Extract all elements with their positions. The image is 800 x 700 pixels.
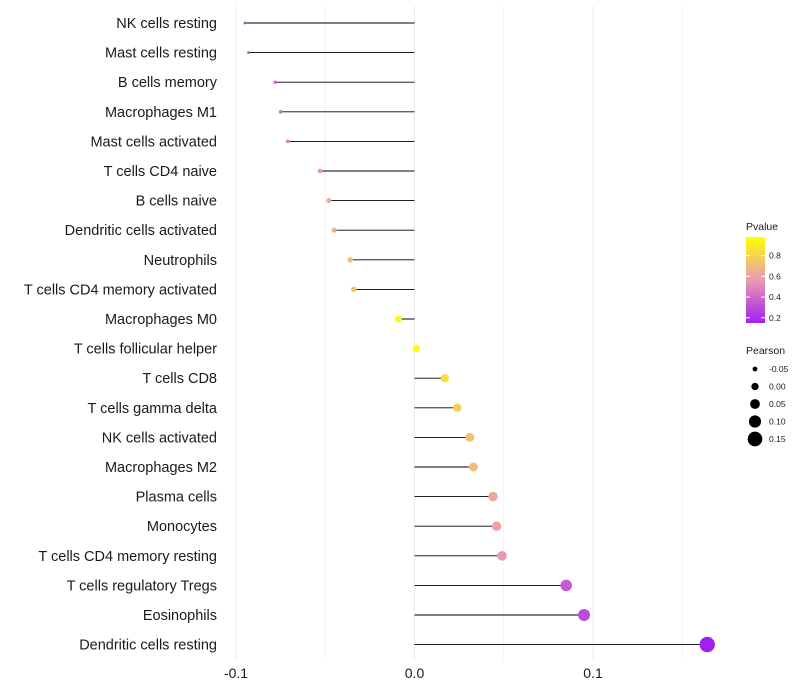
category-label: T cells regulatory Tregs xyxy=(67,578,217,594)
category-label: T cells CD8 xyxy=(142,371,217,387)
size-legend-title: Pearson xyxy=(746,345,785,357)
size-legend-dot xyxy=(752,366,758,372)
legend: Pvalue 0.8 0.6 0.4 0.2 Pearson -0.05 0.00 0.0… xyxy=(746,221,789,447)
x-tick-label: 0.0 xyxy=(405,665,425,681)
lollipop-dot xyxy=(317,168,323,174)
color-tick-label: 0.2 xyxy=(769,313,781,323)
size-legend-label: 0.05 xyxy=(769,399,786,409)
category-label: T cells CD4 naive xyxy=(104,164,217,180)
category-label: Eosinophils xyxy=(143,608,217,624)
category-label: B cells naive xyxy=(136,194,217,210)
lollipop-dot xyxy=(578,609,591,621)
color-legend-ticks: 0.8 0.6 0.4 0.2 xyxy=(746,251,781,323)
lollipop-stems xyxy=(244,22,708,646)
color-legend-title: Pvalue xyxy=(746,221,778,233)
lollipop-dots xyxy=(243,21,715,653)
x-tick-label: 0.1 xyxy=(583,665,603,681)
category-label: Monocytes xyxy=(147,519,217,535)
size-legend-label: 0.00 xyxy=(769,382,786,392)
lollipop-dot xyxy=(243,21,247,25)
lollipop-dot xyxy=(350,286,357,293)
size-legend-label: 0.10 xyxy=(769,417,786,427)
category-label: T cells CD4 memory activated xyxy=(24,282,217,298)
category-labels: NK cells resting Mast cells resting B cell… xyxy=(24,16,218,654)
lollipop-dot xyxy=(278,109,283,114)
category-label: Macrophages M1 xyxy=(105,105,217,121)
category-label: T cells follicular helper xyxy=(74,342,217,358)
category-label: Dendritic cells resting xyxy=(79,638,217,654)
category-label: B cells memory xyxy=(118,75,218,91)
color-legend-bar xyxy=(746,237,765,323)
category-label: Mast cells resting xyxy=(105,46,217,62)
category-label: Neutrophils xyxy=(144,253,217,269)
lollipop-dot xyxy=(412,344,420,353)
color-tick-label: 0.4 xyxy=(769,292,781,302)
size-legend-items: -0.05 0.00 0.05 0.10 0.15 xyxy=(747,364,789,447)
lollipop-dot xyxy=(699,636,715,653)
lollipop-dot xyxy=(326,198,332,204)
color-tick-label: 0.8 xyxy=(769,251,781,261)
category-label: NK cells resting xyxy=(116,16,217,32)
lollipop-dot xyxy=(440,374,449,383)
lollipop-dot xyxy=(347,257,354,263)
size-legend-dot xyxy=(750,399,760,409)
lollipop-dot xyxy=(491,521,502,531)
lollipop-dot xyxy=(331,227,337,233)
category-label: T cells gamma delta xyxy=(88,401,218,417)
size-legend-dot xyxy=(748,415,762,428)
category-label: Mast cells activated xyxy=(90,134,217,150)
size-legend-label: 0.15 xyxy=(769,434,786,444)
lollipop-dot xyxy=(468,462,478,472)
lollipop-dot xyxy=(488,491,498,502)
lollipop-dot xyxy=(285,139,290,144)
size-legend-label: -0.05 xyxy=(769,364,789,374)
category-label: Plasma cells xyxy=(136,490,217,506)
category-label: Macrophages M0 xyxy=(105,312,217,328)
lollipop-dot xyxy=(273,80,278,84)
grid-lines xyxy=(235,6,683,660)
category-label: NK cells activated xyxy=(102,430,217,446)
category-label: T cells CD4 memory resting xyxy=(38,549,217,565)
lollipop-dot xyxy=(395,315,402,323)
size-legend-dot xyxy=(747,431,763,447)
x-tick-label: -0.1 xyxy=(224,665,248,681)
lollipop-dot xyxy=(497,550,507,561)
x-axis-ticks: -0.1 0.0 0.1 xyxy=(224,665,603,681)
lollipop-dot xyxy=(247,51,250,54)
color-tick-label: 0.6 xyxy=(769,271,781,281)
lollipop-dot xyxy=(560,579,572,592)
size-legend-dot xyxy=(751,382,759,391)
category-label: Dendritic cells activated xyxy=(65,223,217,239)
lollipop-dot xyxy=(465,432,475,442)
lollipop-dot xyxy=(453,403,462,413)
category-label: Macrophages M2 xyxy=(105,460,217,476)
